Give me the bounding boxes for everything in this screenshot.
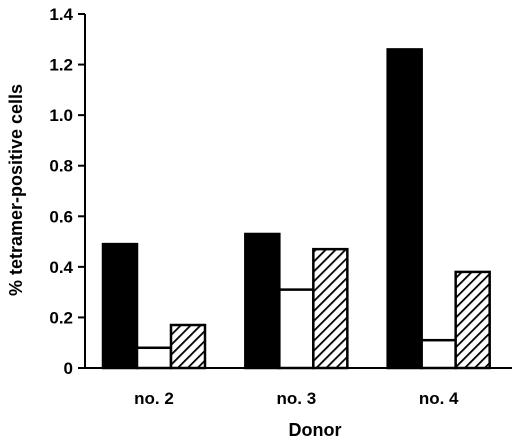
y-tick-label: 1.2 [49,56,73,75]
bar-solid-0 [101,242,139,370]
bar-solid-1 [244,232,281,370]
bar-open-0 [135,346,173,370]
y-tick-label: 0.6 [49,207,73,226]
x-tick-label: no. 3 [276,389,316,408]
y-tick-label: 1.0 [49,106,73,125]
x-tick-label: no. 2 [134,389,174,408]
y-tick-label: 1.4 [49,5,73,24]
y-tick-label: 0.2 [49,308,73,327]
bar-solid-2 [386,48,423,370]
y-tick-label: 0.8 [49,157,73,176]
y-tick-label: 0 [64,359,73,378]
bar-open-2 [420,338,457,370]
x-axis-title: Donor [289,420,342,440]
bar-open-1 [278,288,315,370]
bar-hatched-1 [312,247,349,370]
bar-hatched-2 [454,270,491,370]
plot-area: 0 0.2 0.4 0.6 0.8 1.0 1.2 1.4 no. 2 no. 3 no. 4 [49,5,512,408]
y-axis-title: % tetramer-positive cells [6,84,26,296]
bar-hatched-0 [169,323,207,370]
y-tick-label: 0.4 [49,258,73,277]
x-tick-label: no. 4 [419,389,459,408]
